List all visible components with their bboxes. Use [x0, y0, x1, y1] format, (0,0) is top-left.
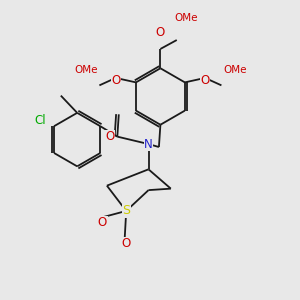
Text: O: O: [122, 237, 131, 250]
Text: Cl: Cl: [34, 114, 46, 127]
Text: N: N: [144, 138, 153, 151]
Text: OMe: OMe: [174, 13, 197, 23]
Text: OMe: OMe: [223, 65, 247, 75]
Text: O: O: [200, 74, 210, 87]
Text: S: S: [122, 204, 130, 218]
Text: O: O: [156, 26, 165, 39]
Text: OMe: OMe: [74, 65, 98, 75]
Text: O: O: [105, 130, 115, 143]
Text: O: O: [111, 74, 120, 87]
Text: O: O: [98, 216, 107, 229]
